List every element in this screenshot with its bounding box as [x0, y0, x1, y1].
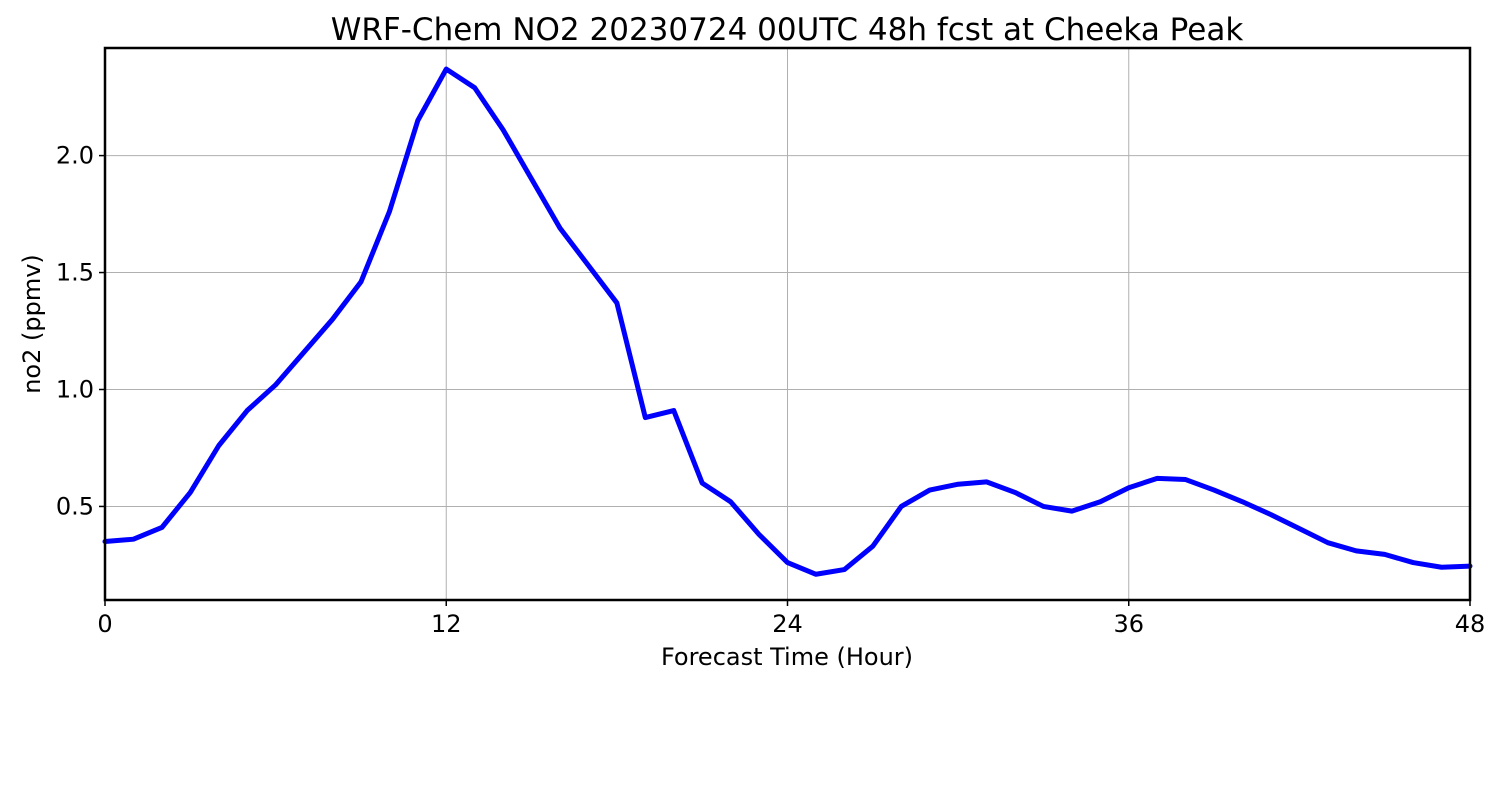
x-tick-label-48: 48 — [1455, 610, 1486, 638]
x-tick-label-24: 24 — [772, 610, 803, 638]
x-tick-label-12: 12 — [431, 610, 462, 638]
series-layer — [102, 66, 1473, 577]
y-tick-label-1.5: 1.5 — [56, 259, 94, 287]
ticks-layer: 0 12 24 36 48 0.5 1.0 1.5 2.0 — [56, 142, 1485, 638]
x-tick-label-36: 36 — [1113, 610, 1144, 638]
series-line-0 — [102, 66, 1473, 577]
x-tick-label-0: 0 — [97, 610, 112, 638]
y-tick-label-2.0: 2.0 — [56, 142, 94, 170]
chart-title: WRF-Chem NO2 20230724 00UTC 48h fcst at … — [331, 12, 1244, 48]
x-axis-label: Forecast Time (Hour) — [661, 643, 913, 671]
y-tick-label-1.0: 1.0 — [56, 375, 94, 403]
y-tick-label-0.5: 0.5 — [56, 492, 94, 520]
y-axis-label: no2 (ppmv) — [18, 254, 46, 394]
